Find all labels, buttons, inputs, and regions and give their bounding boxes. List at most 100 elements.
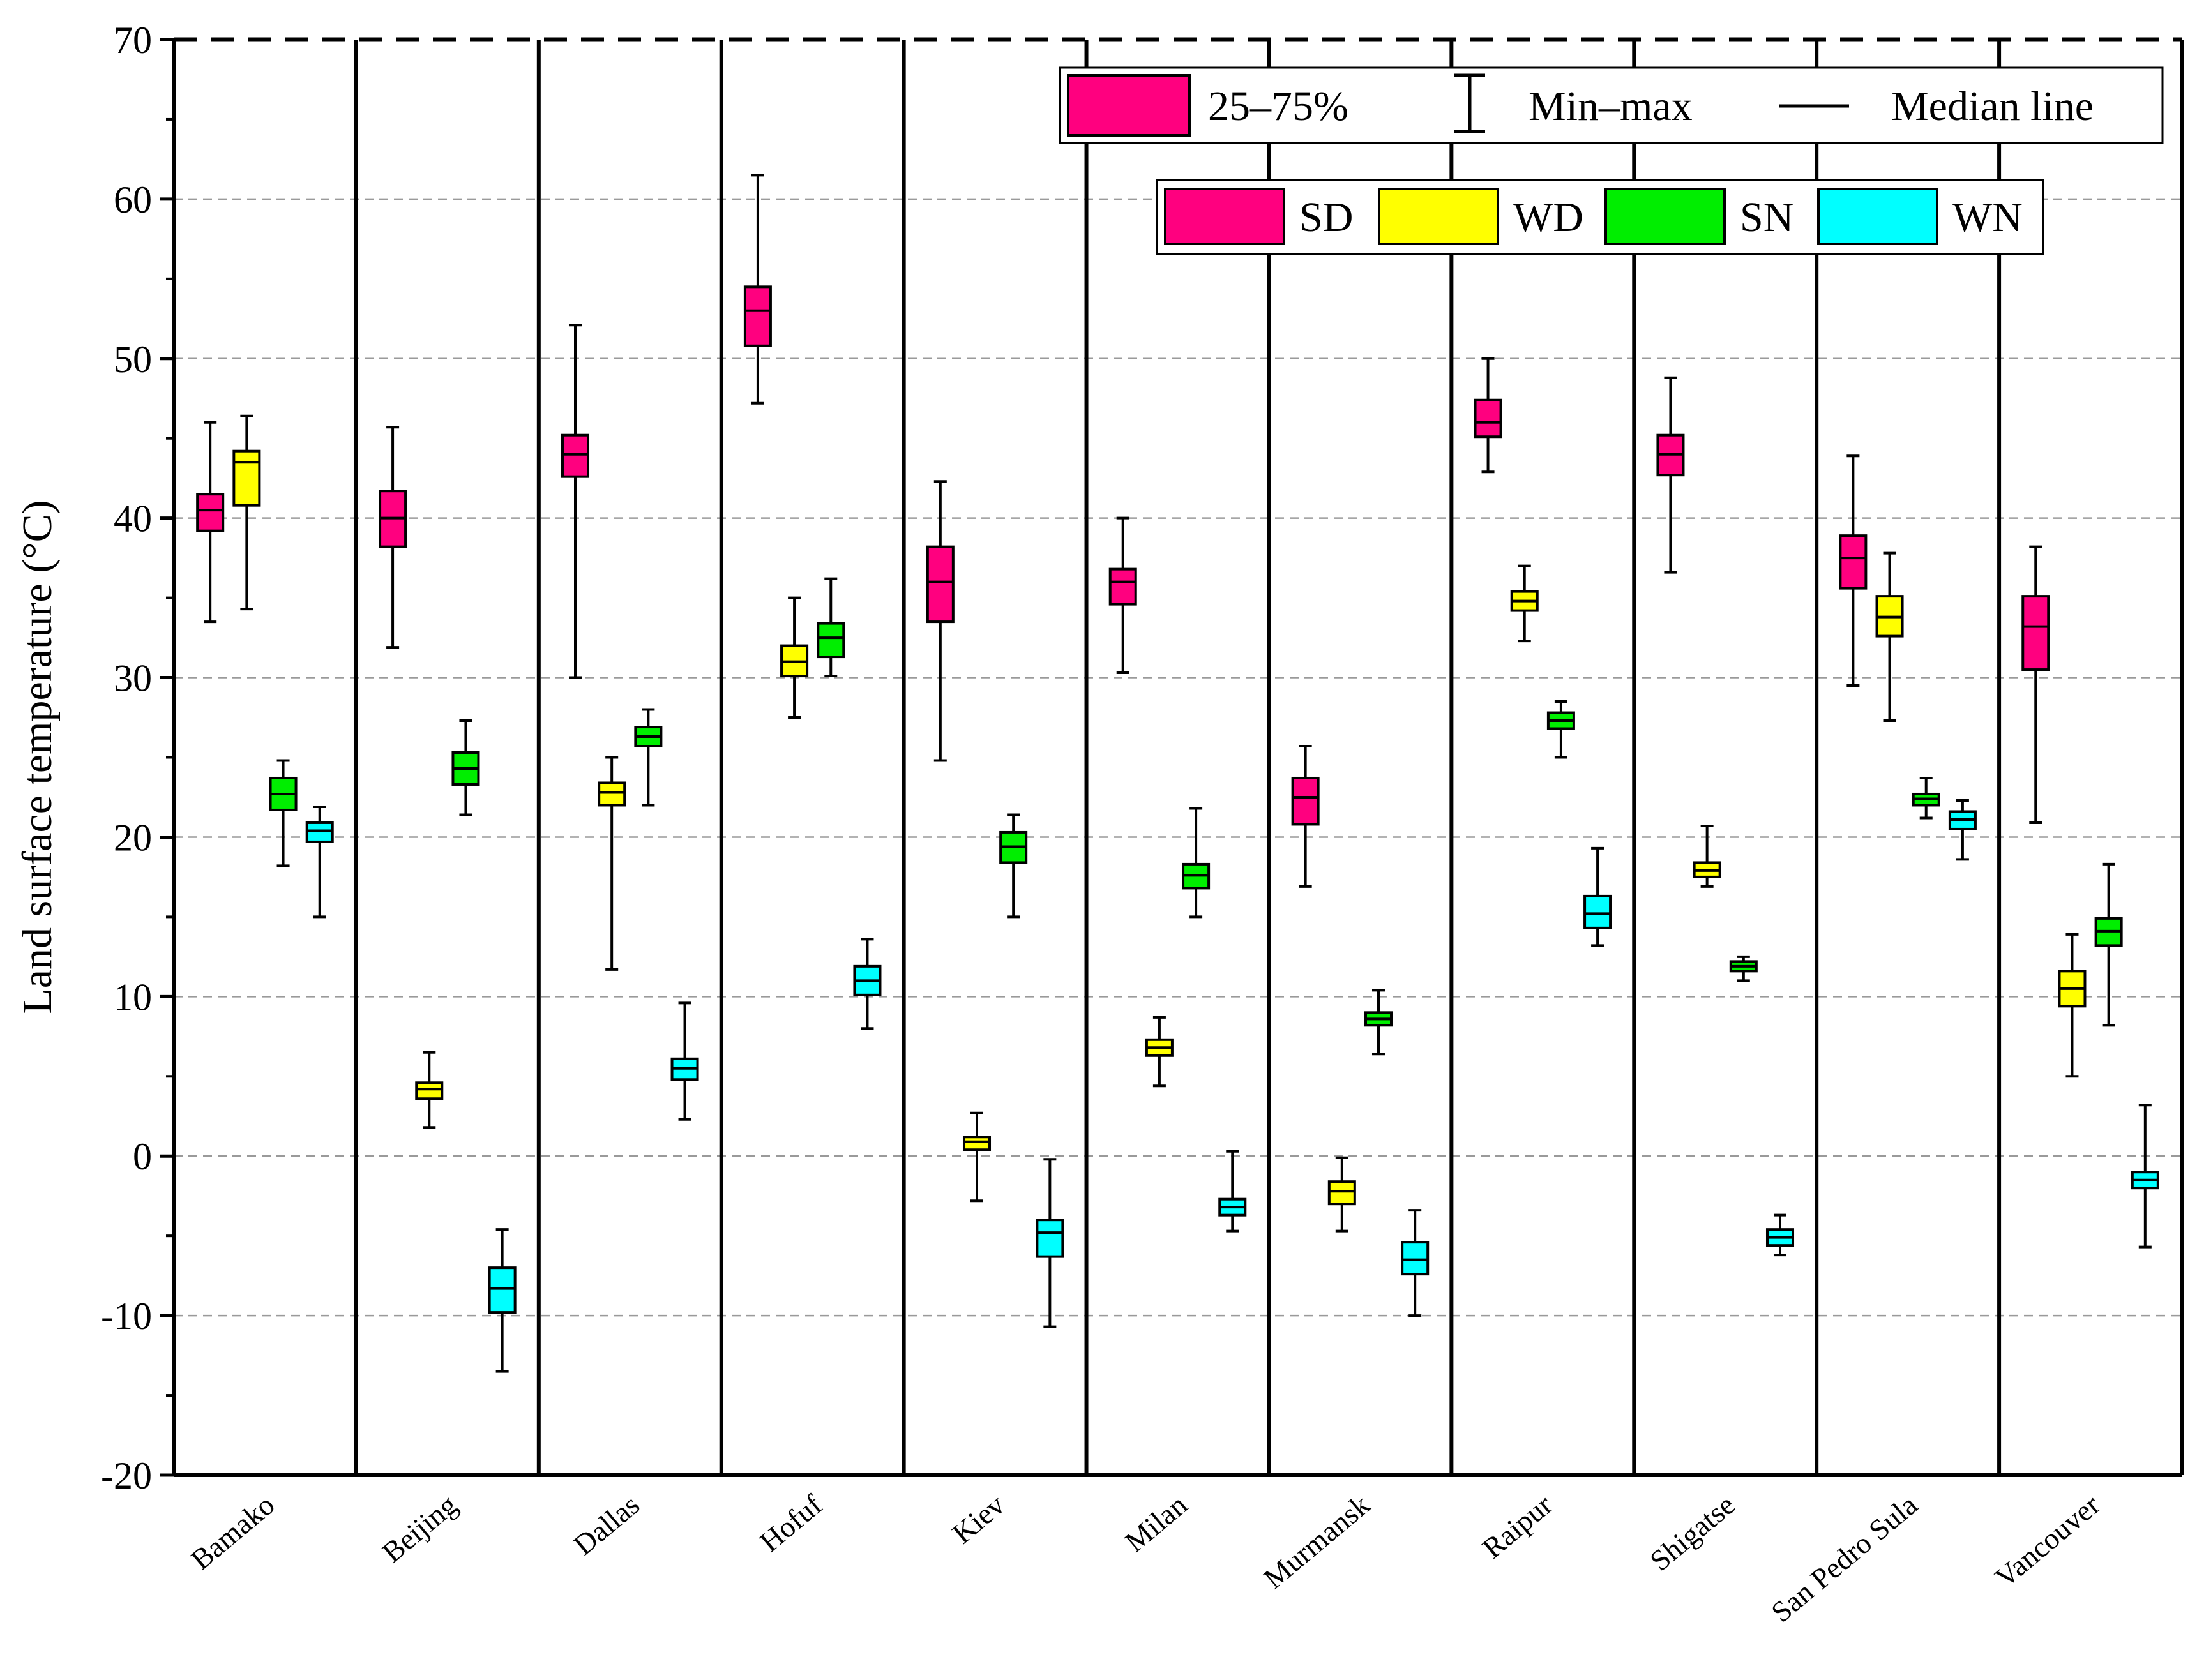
series-legend: SD WD SN WN <box>1156 179 2044 255</box>
iqr-box <box>488 1266 517 1314</box>
box-wd <box>598 756 626 971</box>
legend-box-swatch <box>1067 74 1191 137</box>
y-tick-label: 20 <box>114 816 152 859</box>
legend-swatch-sd <box>1164 188 1285 245</box>
iqr-box <box>1401 1241 1430 1276</box>
box-sn <box>999 813 1028 919</box>
box-sd <box>379 426 407 649</box>
legend-label-sd: SD <box>1299 194 1353 241</box>
iqr-box <box>743 285 772 347</box>
city-label: Milan <box>1119 1489 1193 1559</box>
box-sd <box>1839 454 1868 687</box>
y-tick-label: 0 <box>133 1136 152 1178</box>
box-sn <box>1182 807 1211 919</box>
city-label: Dallas <box>567 1489 646 1562</box>
box-sn <box>817 577 845 678</box>
box-wd <box>1510 564 1539 643</box>
box-wd <box>1693 824 1721 888</box>
box-sd <box>1108 516 1137 675</box>
box-sn <box>1546 700 1575 759</box>
box-sd <box>561 324 590 679</box>
iqr-box <box>1291 776 1320 826</box>
iqr-box <box>598 781 626 807</box>
city-label: Beijing <box>376 1489 464 1569</box>
legend-swatch-wn <box>1817 188 1938 245</box>
iqr-box <box>1108 567 1137 606</box>
box-wd <box>1327 1156 1356 1233</box>
y-tick-label: 30 <box>114 657 152 700</box>
box-sd <box>2021 545 2050 824</box>
box-sd <box>1656 376 1685 574</box>
legend-label-wd: WD <box>1513 194 1583 241</box>
box-wn <box>1948 799 1977 861</box>
iqr-box <box>926 545 955 624</box>
y-axis-ticks: -20 -10 0 10 20 30 40 50 60 70 <box>101 19 174 1497</box>
box-sd <box>926 480 955 762</box>
box-wd <box>2058 933 2087 1078</box>
box-wd <box>415 1051 444 1129</box>
y-tick-label: 70 <box>114 19 152 61</box>
box-sn <box>2094 862 2123 1027</box>
box-wn <box>853 938 882 1030</box>
box-wn <box>305 805 334 919</box>
box-wn <box>488 1228 517 1373</box>
iqr-box <box>1839 534 1868 590</box>
x-axis-city-labels: Bamako Beijing Dallas Hofuf Kiev Milan Murmans… <box>185 1488 2106 1628</box>
whisker-icon <box>1454 73 1485 133</box>
box-wn <box>1036 1158 1064 1328</box>
box-wd <box>962 1111 992 1203</box>
city-label: Shigatse <box>1643 1489 1740 1577</box>
city-label: Bamako <box>185 1489 280 1577</box>
box-sn <box>1364 989 1393 1056</box>
box-wn <box>2131 1104 2159 1249</box>
legend-label-wn: WN <box>1952 194 2023 241</box>
y-axis-title: Land surface temperature (°C) <box>14 500 61 1014</box>
legend-whisker-label: Min–max <box>1529 83 1693 130</box>
box-wn <box>1583 846 1612 947</box>
iqr-box <box>561 433 590 478</box>
box-sd <box>743 174 772 405</box>
legend-box-label: 25–75% <box>1208 83 1348 130</box>
box-sn <box>1912 776 1940 820</box>
box-wd <box>232 414 261 611</box>
stats-legend: 25–75% Min–max Median line <box>1059 66 2164 144</box>
y-tick-label: 10 <box>114 976 152 1018</box>
box-sd <box>1474 357 1502 474</box>
y-tick-label: 50 <box>114 338 152 380</box>
city-label: Kiev <box>946 1489 1011 1550</box>
city-label: Raipur <box>1476 1489 1559 1565</box>
city-label: San Pedro Sula <box>1765 1489 1923 1629</box>
box-wn <box>1401 1209 1430 1317</box>
legend-swatch-wd <box>1378 188 1499 245</box>
city-label: Hofuf <box>753 1488 828 1558</box>
box-sn <box>634 708 663 807</box>
box-wn <box>670 1001 699 1121</box>
box-sd <box>1291 745 1320 888</box>
legend-median-label: Median line <box>1891 83 2094 130</box>
iqr-box <box>415 1081 444 1100</box>
legend-label-sn: SN <box>1740 194 1793 241</box>
box-wn <box>1218 1150 1247 1233</box>
box-plots <box>196 174 2159 1373</box>
iqr-box <box>232 449 261 507</box>
iqr-box <box>1474 398 1502 439</box>
iqr-box <box>1036 1219 1064 1258</box>
box-wd <box>1145 1016 1174 1088</box>
box-sn <box>1729 955 1758 982</box>
box-sd <box>196 421 225 624</box>
box-wn <box>1765 1213 1795 1257</box>
iqr-box <box>196 493 225 532</box>
y-tick-label: 60 <box>114 179 152 221</box>
y-tick-label: -10 <box>101 1295 152 1337</box>
iqr-box <box>2021 595 2050 671</box>
y-tick-label: -20 <box>101 1455 152 1497</box>
iqr-box <box>1583 894 1612 929</box>
city-label: Murmansk <box>1257 1489 1375 1595</box>
box-wd <box>780 596 809 719</box>
y-tick-label: 40 <box>114 498 152 540</box>
legend-swatch-sn <box>1604 188 1726 245</box>
iqr-box <box>305 821 334 843</box>
iqr-box <box>1327 1180 1356 1206</box>
iqr-box <box>962 1136 992 1151</box>
city-label: Vancouver <box>1989 1489 2106 1594</box>
